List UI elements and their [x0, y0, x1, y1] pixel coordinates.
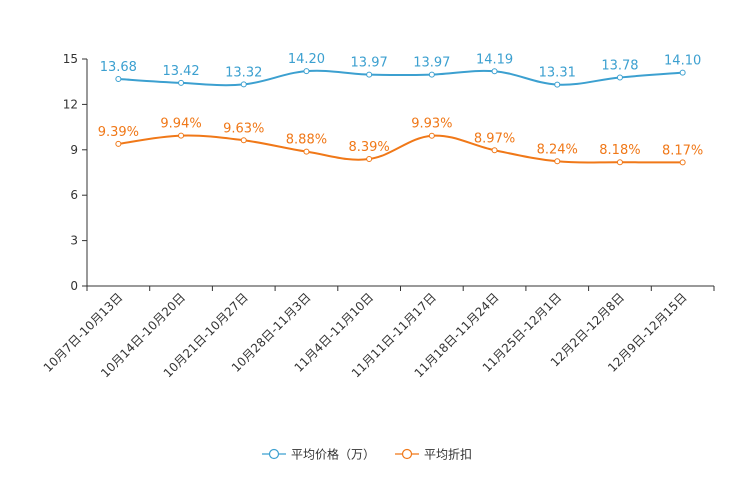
y-tick-label: 0	[70, 279, 78, 293]
data-point[interactable]	[303, 148, 310, 155]
y-tick-label: 12	[63, 97, 78, 111]
legend: 平均价格（万） 平均折扣	[262, 447, 472, 462]
data-label: 13.68	[100, 60, 137, 75]
data-label: 8.17%	[662, 143, 703, 158]
data-point[interactable]	[428, 71, 435, 78]
data-label: 8.39%	[348, 140, 389, 155]
data-point[interactable]	[616, 74, 623, 81]
data-point[interactable]	[115, 75, 122, 82]
series-group: 13.68 13.42 13.32 14.20 13.97 13.97 14.19 13.31…	[98, 52, 703, 166]
data-point[interactable]	[240, 81, 247, 88]
y-tick-label: 15	[63, 52, 78, 66]
legend-item[interactable]: 平均价格（万）	[262, 447, 375, 462]
data-point[interactable]	[554, 81, 561, 88]
legend-label: 平均折扣	[424, 447, 472, 462]
data-point[interactable]	[366, 71, 373, 78]
data-point[interactable]	[428, 132, 435, 139]
data-label: 13.78	[601, 58, 638, 73]
data-label: 14.19	[476, 52, 513, 67]
data-label: 9.93%	[411, 117, 452, 132]
y-tick-label: 9	[70, 143, 78, 157]
y-tick-label: 3	[70, 234, 78, 248]
data-point[interactable]	[303, 68, 310, 75]
data-label: 13.97	[351, 56, 388, 71]
legend-marker-icon	[401, 448, 413, 460]
data-label: 14.10	[664, 54, 701, 69]
data-label: 14.20	[288, 52, 325, 67]
data-point[interactable]	[679, 69, 686, 76]
data-point[interactable]	[491, 147, 498, 154]
legend-item[interactable]: 平均折扣	[395, 447, 472, 462]
data-label: 13.32	[225, 65, 262, 80]
legend-label: 平均价格（万）	[291, 447, 375, 462]
data-point[interactable]	[679, 159, 686, 166]
data-point[interactable]	[491, 68, 498, 75]
data-label: 9.39%	[98, 125, 139, 140]
series-line	[118, 134, 683, 164]
data-point[interactable]	[616, 159, 623, 166]
axes-group: 0369121510月7日-10月13日10月14日-10月20日10月21日-…	[41, 52, 715, 380]
series-2: 9.39% 9.94% 9.63% 8.88% 8.39% 9.93% 8.97% 8.24%…	[98, 117, 703, 166]
data-label: 8.97%	[474, 131, 515, 146]
data-label: 13.97	[413, 56, 450, 71]
data-label: 9.63%	[223, 121, 264, 136]
data-point[interactable]	[115, 140, 122, 147]
data-label: 8.24%	[537, 142, 578, 157]
series-1: 13.68 13.42 13.32 14.20 13.97 13.97 14.19 13.31…	[100, 52, 701, 88]
data-point[interactable]	[240, 137, 247, 144]
y-tick-label: 6	[70, 188, 78, 202]
data-point[interactable]	[554, 158, 561, 165]
data-point[interactable]	[366, 156, 373, 163]
series-line	[118, 69, 683, 87]
data-label: 13.31	[539, 66, 576, 81]
data-point[interactable]	[178, 132, 185, 139]
legend-marker-icon	[268, 448, 280, 460]
data-label: 9.94%	[160, 117, 201, 132]
data-label: 13.42	[162, 64, 199, 79]
data-label: 8.88%	[286, 133, 327, 148]
data-label: 8.18%	[599, 143, 640, 158]
data-point[interactable]	[178, 79, 185, 86]
